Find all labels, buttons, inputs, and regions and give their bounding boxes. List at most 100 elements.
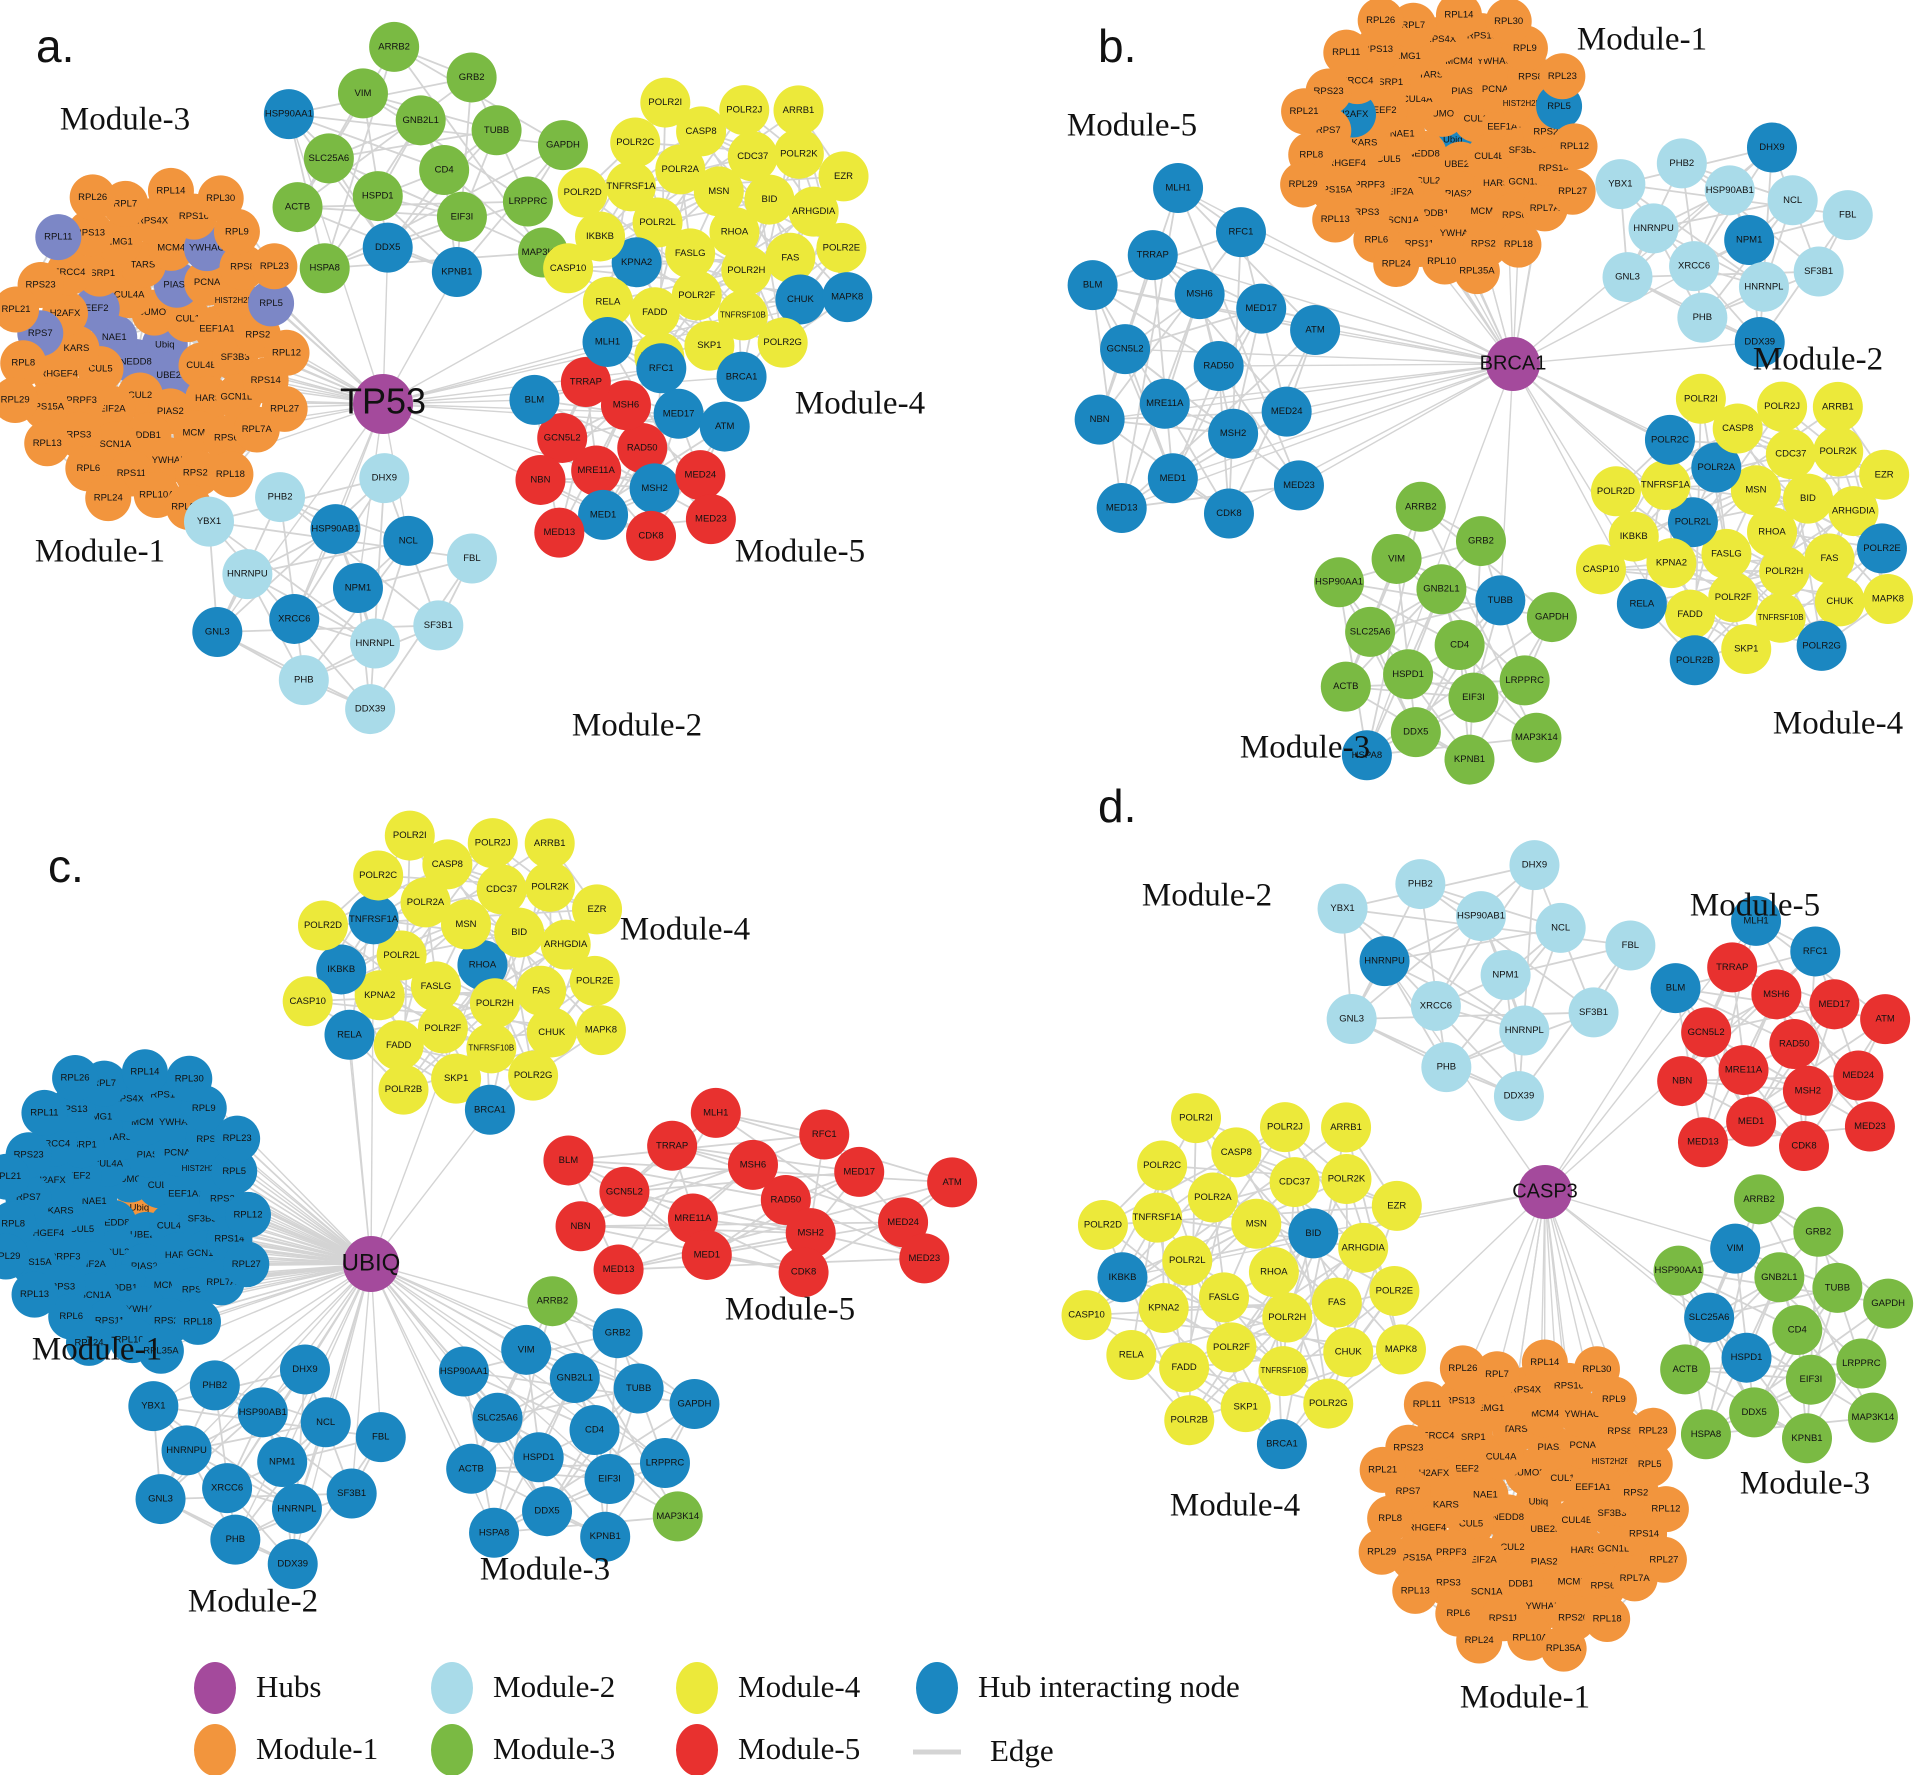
node-FADD[interactable] <box>1665 589 1716 640</box>
node-BID[interactable] <box>744 174 795 225</box>
node-RPL21[interactable] <box>0 286 40 333</box>
node-MAPK8[interactable] <box>822 272 873 323</box>
node-GNB2L1[interactable] <box>395 95 446 146</box>
node-HNRNPL[interactable] <box>1499 1005 1550 1056</box>
node-CDK8[interactable] <box>1203 488 1254 539</box>
node-PHB[interactable] <box>1677 292 1728 343</box>
node-RPL14[interactable] <box>1521 1339 1568 1386</box>
node-MED1[interactable] <box>681 1229 732 1280</box>
node-RPL24[interactable] <box>85 475 132 522</box>
node-LRPPRC[interactable] <box>1499 655 1550 706</box>
node-VIM[interactable] <box>1710 1223 1761 1274</box>
node-EZR[interactable] <box>1859 449 1910 500</box>
node-VIM[interactable] <box>501 1324 552 1375</box>
node-CDK8[interactable] <box>626 510 677 561</box>
node-POLR2H[interactable] <box>721 245 772 296</box>
node-POLR2A[interactable] <box>1187 1172 1238 1223</box>
node-MLH1[interactable] <box>1153 162 1204 213</box>
node-MSN[interactable] <box>440 899 491 950</box>
node-DDX39[interactable] <box>267 1539 318 1590</box>
node-RPL24[interactable] <box>65 1319 112 1366</box>
node-ARRB2[interactable] <box>1734 1174 1785 1225</box>
node-ARHGDIA[interactable] <box>788 186 839 237</box>
node-POLR2I[interactable] <box>1675 373 1726 424</box>
node-RPL35A[interactable] <box>1453 248 1500 295</box>
node-RPL12[interactable] <box>1642 1486 1689 1533</box>
node-HSPD1[interactable] <box>1383 649 1434 700</box>
node-RPL5[interactable] <box>1626 1441 1673 1488</box>
node-NCL[interactable] <box>300 1397 351 1448</box>
node-HNRNPU[interactable] <box>1628 203 1679 254</box>
node-RFC1[interactable] <box>799 1109 850 1160</box>
node-HSP90AA1[interactable] <box>438 1346 489 1397</box>
node-RELA[interactable] <box>1106 1330 1157 1381</box>
node-RHOA[interactable] <box>1747 507 1797 557</box>
node-MRE11A[interactable] <box>1718 1045 1769 1096</box>
node-RPL8[interactable] <box>0 340 47 387</box>
node-MED13[interactable] <box>593 1244 644 1295</box>
node-CASP10[interactable] <box>282 976 333 1027</box>
node-RPL21[interactable] <box>1281 88 1328 135</box>
node-TUBB[interactable] <box>613 1363 664 1414</box>
node-ATM[interactable] <box>1860 994 1911 1045</box>
node-MRE11A[interactable] <box>571 445 622 496</box>
node-KPNB1[interactable] <box>1782 1413 1833 1464</box>
node-BID[interactable] <box>1782 473 1833 524</box>
node-RPL12[interactable] <box>263 329 310 376</box>
node-LRPPRC[interactable] <box>1836 1338 1887 1389</box>
node-RPL24[interactable] <box>1456 1617 1503 1664</box>
node-NBN[interactable] <box>555 1201 606 1252</box>
node-POLR2I[interactable] <box>384 810 435 861</box>
node-POLR2G[interactable] <box>1303 1378 1354 1429</box>
node-RPL29[interactable] <box>0 1233 29 1280</box>
node-FAS[interactable] <box>765 232 816 283</box>
node-HNRNPU[interactable] <box>1359 936 1410 987</box>
node-DDX39[interactable] <box>1734 317 1785 368</box>
node-CHUK[interactable] <box>526 1007 577 1058</box>
node-MSH6[interactable] <box>727 1139 778 1190</box>
node-MAPK8[interactable] <box>575 1005 626 1056</box>
node-ARRB1[interactable] <box>524 818 575 869</box>
node-POLR2F[interactable] <box>1206 1322 1257 1373</box>
node-RPL35A[interactable] <box>137 1327 184 1374</box>
node-POLR2H[interactable] <box>469 978 520 1029</box>
node-POLR2C[interactable] <box>1644 414 1695 465</box>
node-RELA[interactable] <box>582 276 633 327</box>
node-RPL14[interactable] <box>147 167 194 214</box>
node-MSH6[interactable] <box>600 380 651 431</box>
node-RELA[interactable] <box>1616 578 1667 629</box>
node-TRRAP[interactable] <box>647 1120 698 1171</box>
node-XRCC6[interactable] <box>202 1463 253 1514</box>
node-MED1[interactable] <box>1147 453 1198 504</box>
node-NCL[interactable] <box>1535 902 1586 953</box>
node-POLR2D[interactable] <box>1590 466 1641 517</box>
node-RHOA[interactable] <box>709 207 760 257</box>
node-RELA[interactable] <box>324 1009 375 1060</box>
node-POLR2H[interactable] <box>1759 546 1810 597</box>
node-POLR2J[interactable] <box>1259 1102 1310 1153</box>
node-YBX1[interactable] <box>128 1381 179 1432</box>
node-MLH1[interactable] <box>582 316 633 367</box>
node-GRB2[interactable] <box>446 52 497 103</box>
node-TUBB[interactable] <box>1475 575 1526 626</box>
node-RPL7[interactable] <box>1474 1351 1521 1398</box>
node-FAS[interactable] <box>1804 533 1855 584</box>
node-POLR2L[interactable] <box>376 930 427 981</box>
node-RPL21[interactable] <box>1359 1446 1406 1493</box>
node-GCN5L2[interactable] <box>1100 324 1151 375</box>
node-TRRAP[interactable] <box>560 356 611 407</box>
node-SKP1[interactable] <box>1721 623 1772 674</box>
node-CDC37[interactable] <box>727 131 778 182</box>
node-MSN[interactable] <box>1730 465 1781 516</box>
node-MED24[interactable] <box>1833 1050 1884 1101</box>
node-IKBKB[interactable] <box>575 211 626 262</box>
node-POLR2C[interactable] <box>1137 1140 1188 1191</box>
node-FADD[interactable] <box>629 287 680 338</box>
node-MED24[interactable] <box>878 1197 929 1248</box>
node-POLR2C[interactable] <box>610 117 661 168</box>
node-POLR2G[interactable] <box>508 1050 559 1101</box>
node-MED1[interactable] <box>1726 1096 1777 1147</box>
node-MED17[interactable] <box>1236 283 1287 334</box>
node-HNRNPU[interactable] <box>222 549 273 600</box>
node-VIM[interactable] <box>1371 533 1422 584</box>
